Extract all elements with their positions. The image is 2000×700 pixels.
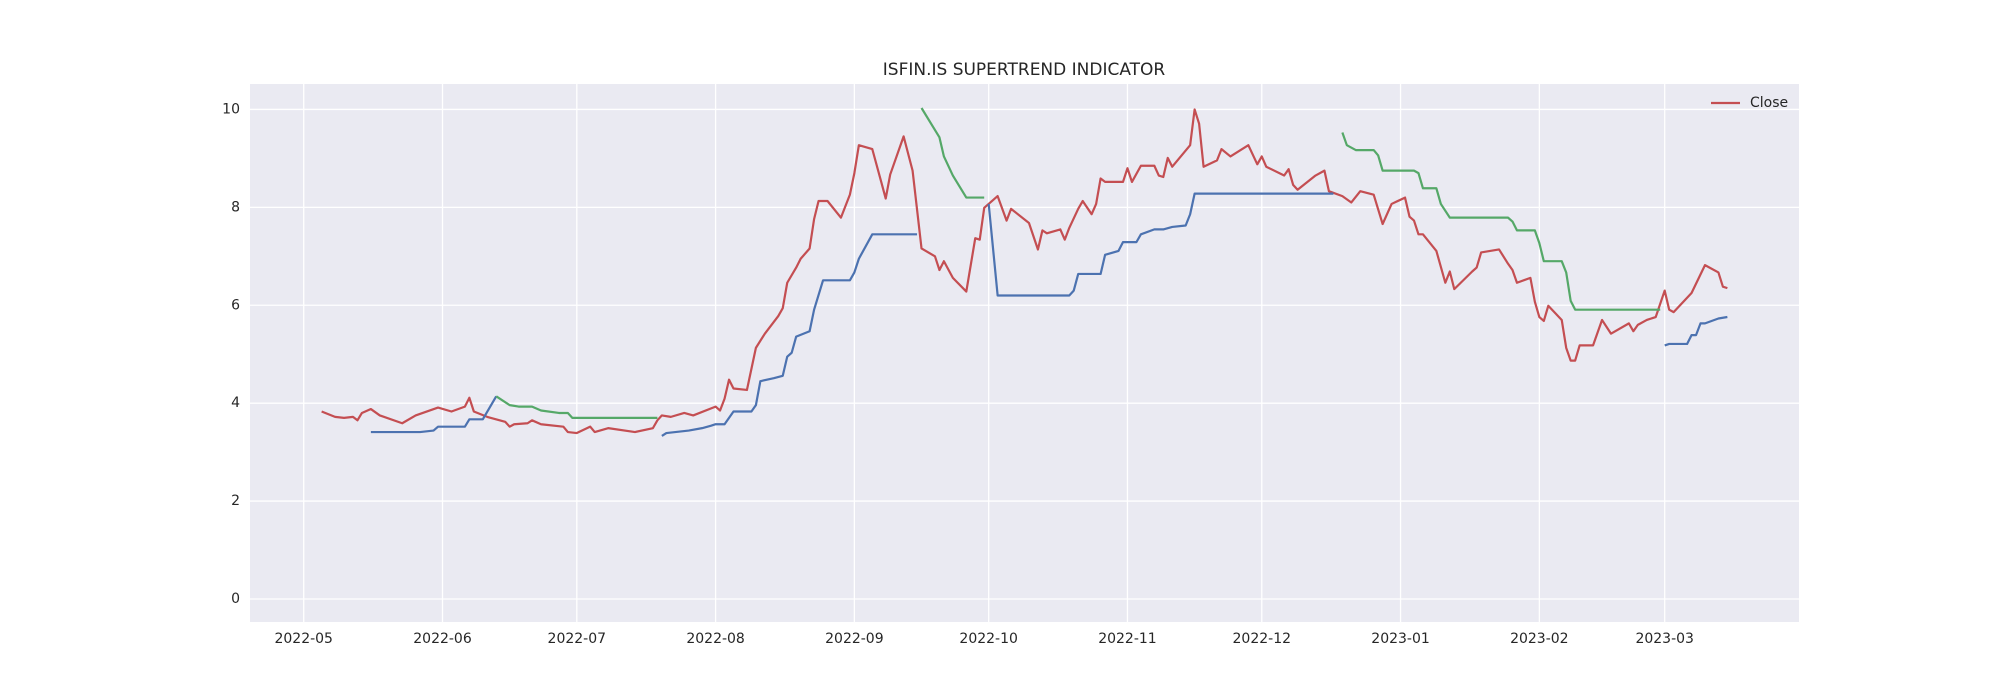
lines [321,107,1728,437]
x-tick-label: 2022-07 [548,631,607,647]
x-tick-label: 2022-11 [1098,631,1157,647]
x-tick-label: 2023-02 [1510,631,1569,647]
x-tick-label: 2022-09 [825,631,884,647]
y-tick-label: 8 [231,199,240,215]
chart-title: ISFIN.IS SUPERTREND INDICATOR [883,60,1166,80]
x-tick-label: 2023-03 [1635,631,1694,647]
legend-label: Close [1750,95,1788,111]
y-tick-label: 6 [231,297,240,313]
x-tick-label: 2022-08 [686,631,745,647]
labels: 0 2 4 6 8 10 2022-05 2022-06 2022-07 2022-08 2022-… [222,95,1788,647]
y-tick-label: 0 [231,591,240,607]
x-tick-label: 2022-05 [274,631,333,647]
y-tick-label: 4 [231,395,240,411]
x-tick-label: 2022-06 [413,631,472,647]
series-line [321,108,1728,435]
plot-area [250,84,1799,622]
y-tick-label: 2 [231,493,240,509]
y-tick-label: 10 [222,101,240,117]
x-tick-label: 2022-12 [1233,631,1292,647]
series-line [495,107,1661,419]
series-line [370,192,1728,437]
x-tick-label: 2022-10 [959,631,1018,647]
x-tick-label: 2023-01 [1371,631,1430,647]
